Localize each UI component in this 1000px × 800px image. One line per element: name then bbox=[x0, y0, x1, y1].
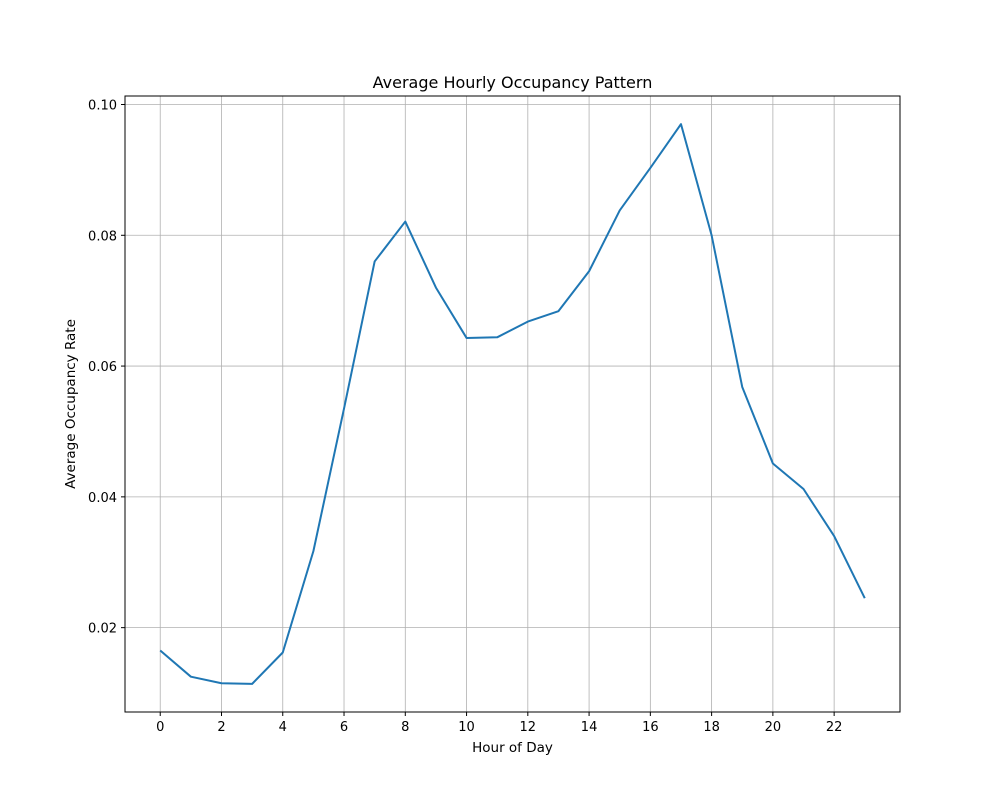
chart-title: Average Hourly Occupancy Pattern bbox=[373, 73, 653, 92]
x-tick-label: 8 bbox=[401, 720, 409, 735]
x-tick-label: 20 bbox=[765, 720, 782, 735]
y-tick-label: 0.10 bbox=[88, 99, 117, 114]
x-tick-label: 2 bbox=[217, 720, 225, 735]
grid-lines bbox=[125, 96, 900, 712]
x-tick-label: 12 bbox=[520, 720, 537, 735]
axis-ticks: 0 2 4 6 8 10 12 14 16 18 20 22 0.02 0.04 0.06 0.08 0.10 bbox=[88, 99, 842, 735]
x-tick-label: 14 bbox=[581, 720, 598, 735]
y-tick-label: 0.04 bbox=[88, 491, 117, 506]
plot-frame bbox=[124, 95, 901, 713]
x-tick-label: 22 bbox=[826, 720, 843, 735]
x-tick-label: 18 bbox=[703, 720, 720, 735]
x-tick-label: 6 bbox=[340, 720, 348, 735]
x-tick-label: 10 bbox=[458, 720, 475, 735]
y-axis-label: Average Occupancy Rate bbox=[63, 319, 79, 489]
x-tick-label: 0 bbox=[156, 720, 164, 735]
y-tick-label: 0.08 bbox=[88, 229, 117, 244]
series-layer bbox=[159, 123, 866, 685]
x-axis-label: Hour of Day bbox=[472, 740, 553, 756]
x-tick-label: 4 bbox=[279, 720, 287, 735]
y-tick-label: 0.02 bbox=[88, 622, 117, 637]
y-tick-label: 0.06 bbox=[88, 360, 117, 375]
x-tick-label: 16 bbox=[642, 720, 659, 735]
series-line bbox=[159, 123, 866, 685]
